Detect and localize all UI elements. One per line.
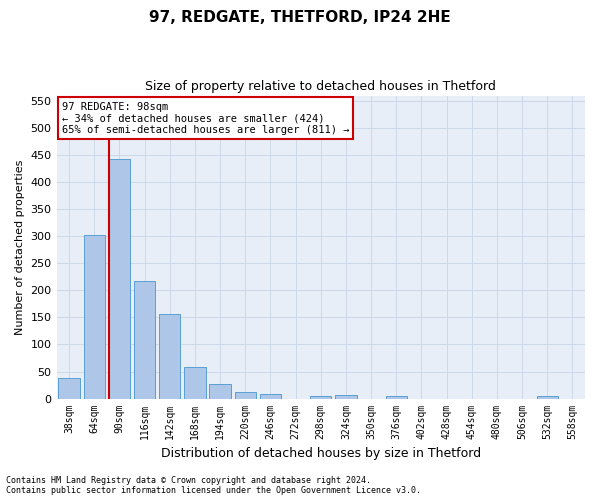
Bar — [386, 396, 407, 398]
Bar — [235, 392, 256, 398]
Bar — [184, 367, 206, 398]
Bar — [335, 396, 356, 398]
Bar — [159, 314, 181, 398]
Bar — [58, 378, 80, 398]
Bar — [536, 396, 558, 398]
Text: Contains HM Land Registry data © Crown copyright and database right 2024.
Contai: Contains HM Land Registry data © Crown c… — [6, 476, 421, 495]
Bar — [83, 234, 105, 398]
Title: Size of property relative to detached houses in Thetford: Size of property relative to detached ho… — [145, 80, 496, 93]
Bar — [209, 384, 231, 398]
Text: 97, REDGATE, THETFORD, IP24 2HE: 97, REDGATE, THETFORD, IP24 2HE — [149, 10, 451, 25]
Text: 97 REDGATE: 98sqm
← 34% of detached houses are smaller (424)
65% of semi-detache: 97 REDGATE: 98sqm ← 34% of detached hous… — [62, 102, 349, 135]
Bar — [134, 281, 155, 398]
Bar — [260, 394, 281, 398]
Y-axis label: Number of detached properties: Number of detached properties — [15, 160, 25, 334]
X-axis label: Distribution of detached houses by size in Thetford: Distribution of detached houses by size … — [161, 447, 481, 460]
Bar — [310, 396, 331, 398]
Bar — [109, 159, 130, 398]
